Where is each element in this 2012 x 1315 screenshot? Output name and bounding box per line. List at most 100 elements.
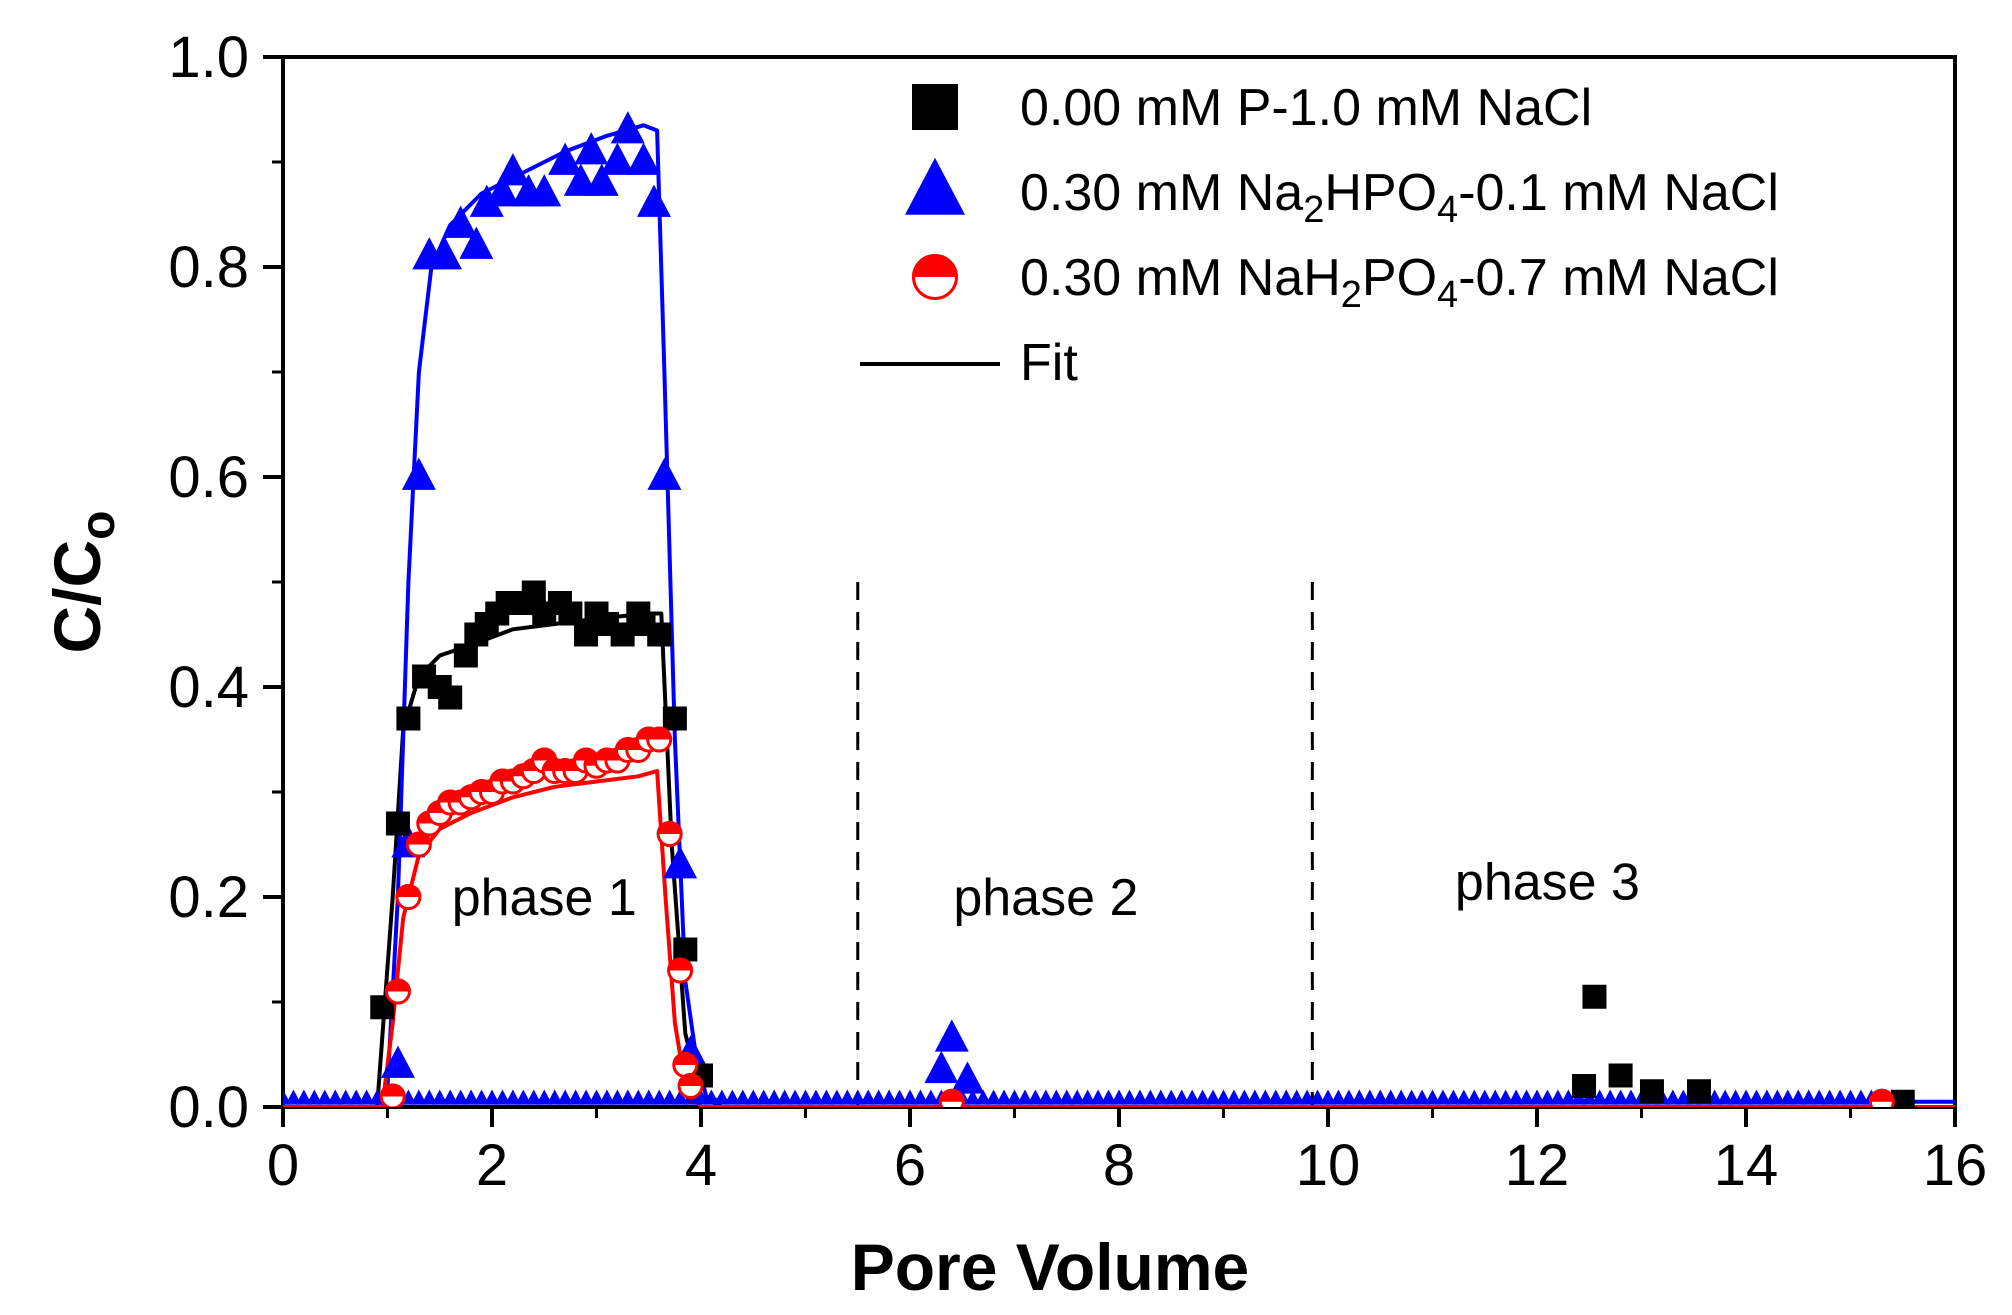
baseline-triangle-marker bbox=[745, 1089, 762, 1105]
baseline-triangle-marker bbox=[327, 1089, 344, 1105]
triangle-marker bbox=[527, 174, 562, 207]
baseline-triangle-marker bbox=[1727, 1089, 1744, 1105]
baseline-triangle-marker bbox=[1800, 1089, 1817, 1105]
baseline-triangle-marker bbox=[567, 1089, 584, 1105]
baseline-triangle-marker bbox=[431, 1089, 448, 1105]
baseline-triangle-marker bbox=[473, 1089, 490, 1105]
half-circle-marker bbox=[384, 978, 411, 1005]
baseline-triangle-marker bbox=[578, 1089, 595, 1105]
baseline-triangle-marker bbox=[839, 1089, 856, 1105]
half-circle-marker bbox=[1868, 1088, 1895, 1107]
baseline-triangle-marker bbox=[1518, 1089, 1535, 1105]
phase-3-label: phase 3 bbox=[1455, 853, 1640, 911]
legend-p0-label: 0.00 mM P-1.0 mM NaCl bbox=[1020, 79, 1592, 137]
baseline-triangle-marker bbox=[1717, 1089, 1734, 1105]
baseline-triangle-marker bbox=[975, 1089, 992, 1105]
baseline-triangle-marker bbox=[1215, 1089, 1232, 1105]
legend-text-part: -0.1 mM NaCl bbox=[1458, 164, 1779, 222]
baseline-triangle-marker bbox=[1288, 1089, 1305, 1105]
baseline-triangle-marker bbox=[630, 1089, 647, 1105]
square-marker bbox=[558, 601, 583, 626]
baseline-triangle-marker bbox=[536, 1089, 553, 1105]
half-circle-fill bbox=[384, 978, 411, 992]
baseline-triangle-marker bbox=[787, 1089, 804, 1105]
baseline-triangle-marker bbox=[1623, 1089, 1640, 1105]
legend-subscript: 4 bbox=[1437, 189, 1458, 231]
baseline-triangle-marker bbox=[348, 1089, 365, 1105]
x-tick-label: 2 bbox=[476, 1133, 508, 1198]
baseline-triangle-marker bbox=[557, 1089, 574, 1105]
baseline-triangle-marker bbox=[996, 1089, 1013, 1105]
baseline-triangle-marker bbox=[1842, 1089, 1859, 1105]
baseline-triangle-marker bbox=[1455, 1089, 1472, 1105]
square-marker bbox=[1639, 1079, 1664, 1104]
baseline-triangle-marker bbox=[421, 1089, 438, 1105]
y-axis-title: C/Co bbox=[40, 511, 125, 654]
baseline-triangle-marker bbox=[693, 1089, 709, 1105]
x-tick-label: 0 bbox=[267, 1133, 299, 1198]
baseline-triangle-marker bbox=[1309, 1089, 1326, 1105]
square-marker bbox=[610, 622, 635, 647]
y-axis: 0.0 0.2 0.4 0.6 0.8 1.0 bbox=[168, 25, 283, 1140]
baseline-triangle-marker bbox=[1445, 1089, 1462, 1105]
baseline-triangle-marker bbox=[1100, 1089, 1117, 1105]
half-circle-marker bbox=[646, 726, 673, 753]
baseline-triangle-marker bbox=[1466, 1089, 1483, 1105]
baseline-triangle-marker bbox=[1173, 1089, 1190, 1105]
baseline-triangle-marker bbox=[1027, 1089, 1044, 1105]
baseline-triangle-marker bbox=[703, 1089, 720, 1105]
baseline-triangle-marker bbox=[1549, 1089, 1566, 1105]
baseline-triangle-marker bbox=[609, 1089, 626, 1105]
half-circle-marker bbox=[938, 1088, 965, 1107]
half-circle-marker bbox=[667, 957, 694, 984]
baseline-triangle-marker bbox=[1393, 1089, 1410, 1105]
half-circle-marker bbox=[672, 1052, 699, 1078]
legend-text-part: 0.30 mM Na bbox=[1020, 164, 1303, 222]
x-tick-label: 10 bbox=[1296, 1133, 1361, 1198]
baseline-triangle-marker bbox=[1539, 1089, 1556, 1105]
triangle-marker bbox=[924, 1050, 959, 1084]
x-tick-label: 14 bbox=[1714, 1133, 1779, 1198]
baseline-triangle-marker bbox=[337, 1089, 354, 1105]
legend-fit-label: Fit bbox=[1020, 334, 1078, 392]
x-tick-label: 4 bbox=[685, 1133, 717, 1198]
y-tick-label: 0.8 bbox=[168, 235, 249, 300]
baseline-triangle-marker bbox=[525, 1089, 542, 1105]
baseline-triangle-marker bbox=[713, 1089, 730, 1105]
phase-1-label: phase 1 bbox=[452, 869, 637, 927]
baseline-triangle-marker bbox=[1278, 1089, 1295, 1105]
half-circle-fill bbox=[667, 957, 694, 971]
baseline-triangle-marker bbox=[598, 1089, 615, 1105]
legend-text-part: PO bbox=[1362, 249, 1437, 307]
baseline-triangle-marker bbox=[985, 1089, 1002, 1105]
half-circle-fill bbox=[379, 1083, 406, 1097]
baseline-triangle-marker bbox=[546, 1089, 563, 1105]
baseline-triangle-marker bbox=[619, 1089, 636, 1105]
legend-nah2-label: 0.30 mM NaH2PO4-0.7 mM NaCl bbox=[1020, 249, 1779, 316]
baseline-triangle-marker bbox=[1163, 1089, 1180, 1105]
square-marker bbox=[574, 622, 599, 647]
baseline-triangle-marker bbox=[504, 1089, 521, 1105]
baseline-triangle-marker bbox=[881, 1089, 898, 1105]
legend-text-part: Fit bbox=[1020, 334, 1078, 392]
baseline-triangle-marker bbox=[1738, 1089, 1754, 1105]
triangle-marker bbox=[600, 142, 635, 175]
baseline-triangle-marker bbox=[1434, 1089, 1451, 1105]
baseline-triangle-marker bbox=[1790, 1089, 1807, 1105]
baseline-triangle-marker bbox=[964, 1089, 981, 1105]
half-circle-fill bbox=[395, 884, 422, 897]
legend-text-part: 0.30 mM NaH bbox=[1020, 249, 1341, 307]
phase-2-label: phase 2 bbox=[953, 869, 1138, 927]
baseline-triangle-marker bbox=[1508, 1089, 1525, 1105]
baseline-triangle-marker bbox=[1769, 1089, 1786, 1105]
half-circle-fill bbox=[672, 1052, 699, 1065]
baseline-triangle-marker bbox=[776, 1089, 793, 1105]
baseline-triangle-marker bbox=[442, 1089, 459, 1105]
y-tick-label: 0.4 bbox=[168, 655, 249, 720]
baseline-triangle-marker bbox=[358, 1089, 375, 1105]
square-marker bbox=[396, 706, 421, 731]
baseline-triangle-marker bbox=[1121, 1089, 1138, 1105]
x-tick-label: 8 bbox=[1103, 1133, 1135, 1198]
y-axis-title-subscript: o bbox=[72, 511, 125, 540]
triangle-marker bbox=[485, 174, 520, 207]
